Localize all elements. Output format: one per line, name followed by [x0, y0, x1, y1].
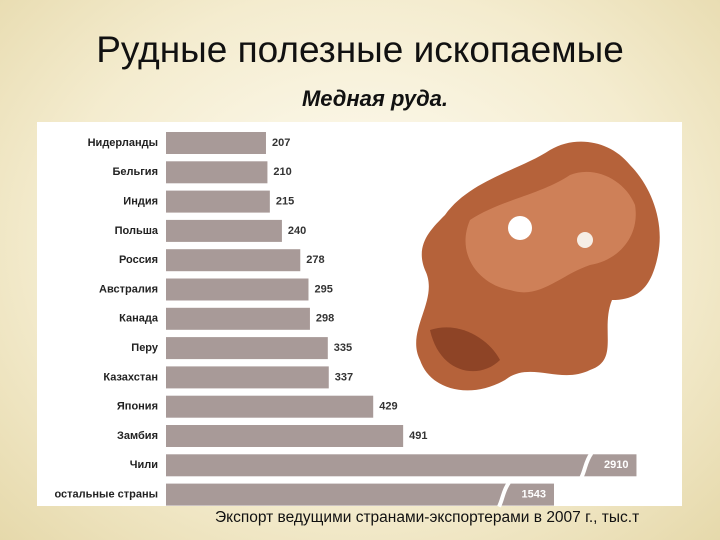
- ore-shadow: [430, 327, 500, 372]
- ore-hole: [577, 232, 593, 248]
- category-label: Чили: [130, 459, 158, 471]
- category-label: Япония: [117, 401, 158, 413]
- bar: [166, 190, 270, 213]
- value-label: 295: [314, 283, 332, 295]
- category-label: Австралия: [99, 283, 158, 295]
- category-label: остальные страны: [54, 489, 158, 501]
- subtitle: Медная руда.: [302, 86, 448, 111]
- value-label: 240: [288, 225, 306, 237]
- bar: [166, 425, 404, 447]
- axis-break: [579, 452, 594, 479]
- bar: [166, 395, 374, 418]
- bar: [166, 366, 329, 389]
- category-label: Казахстан: [103, 371, 158, 383]
- category-label: Нидерланды: [88, 137, 158, 149]
- bar: [166, 219, 282, 242]
- bar: [166, 278, 309, 301]
- category-label: Бельгия: [112, 166, 158, 178]
- category-label: Польша: [115, 225, 159, 237]
- bar: [166, 337, 328, 360]
- category-label: Россия: [119, 254, 158, 266]
- category-label: Перу: [131, 342, 159, 354]
- value-label: 491: [409, 430, 427, 442]
- bar: [166, 307, 310, 330]
- bar: [166, 483, 554, 506]
- copper-ore-image: [416, 141, 660, 391]
- value-label: 207: [272, 137, 290, 149]
- value-label: 1543: [522, 489, 546, 501]
- slide-title: Рудные полезные ископаемые: [96, 29, 624, 70]
- category-label: Замбия: [117, 430, 158, 442]
- ore-hole: [508, 216, 532, 240]
- value-label: 210: [273, 166, 291, 178]
- value-label: 429: [379, 401, 397, 413]
- axis-break: [497, 481, 511, 508]
- category-label: Канада: [119, 313, 159, 325]
- value-label: 278: [306, 254, 324, 266]
- category-label: Индия: [123, 196, 158, 208]
- ore-highlight: [465, 171, 636, 293]
- value-label: 215: [276, 196, 294, 208]
- caption: Экспорт ведущими странами-экспортерами в…: [215, 509, 639, 526]
- bar: [166, 161, 268, 184]
- bar: [166, 249, 301, 272]
- bar: [166, 454, 637, 477]
- value-label: 335: [334, 342, 352, 354]
- value-label: 2910: [604, 459, 628, 471]
- bar: [166, 132, 266, 154]
- value-label: 337: [335, 371, 353, 383]
- value-label: 298: [316, 313, 334, 325]
